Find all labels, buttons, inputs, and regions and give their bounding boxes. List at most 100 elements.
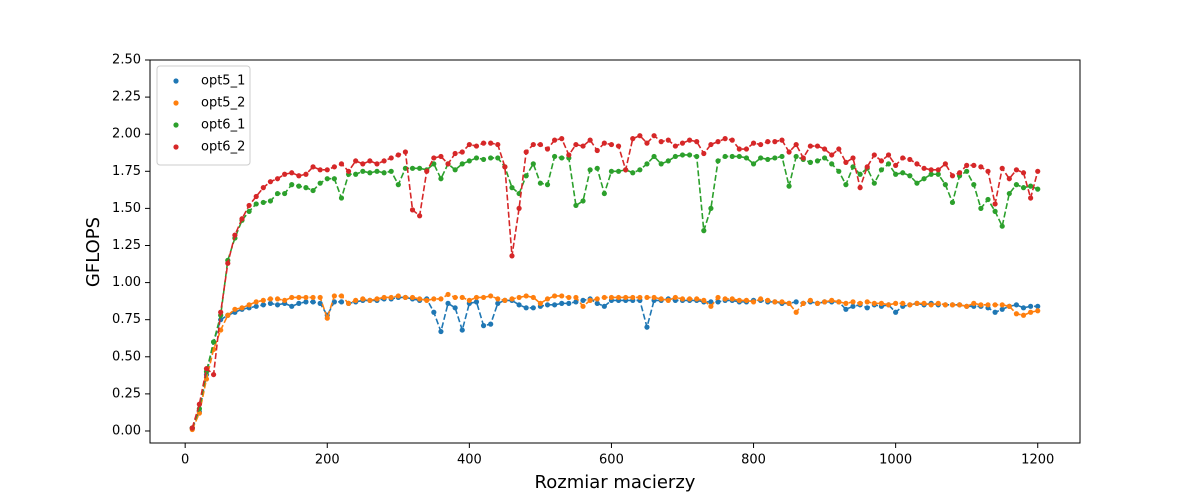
data-point [679, 152, 686, 158]
data-point [353, 158, 359, 164]
data-point [850, 155, 856, 161]
data-point [573, 294, 579, 301]
data-point [473, 294, 480, 301]
data-point [765, 139, 771, 145]
data-point [772, 299, 778, 305]
data-point [779, 153, 785, 160]
data-point [694, 153, 700, 160]
data-point [523, 173, 529, 179]
x-tick-label: 1200 [1021, 453, 1054, 468]
data-point [331, 299, 337, 305]
data-point [608, 168, 615, 174]
data-point [203, 366, 210, 372]
data-point [907, 156, 913, 163]
data-point [523, 305, 529, 311]
data-point [480, 294, 487, 301]
data-point [1020, 185, 1027, 191]
data-point [509, 296, 515, 302]
data-point [921, 300, 927, 306]
data-point [431, 155, 437, 161]
data-point [928, 171, 934, 177]
data-point [587, 297, 593, 303]
data-point [722, 153, 728, 160]
data-point [765, 156, 771, 163]
data-point [239, 305, 245, 311]
data-point [495, 300, 501, 306]
data-point [417, 213, 423, 219]
data-point [260, 199, 266, 206]
data-point [559, 155, 565, 161]
data-point [956, 170, 963, 176]
data-point [331, 293, 337, 299]
data-point [552, 137, 558, 143]
data-point [630, 136, 636, 142]
legend-label: opt6_1 [201, 118, 245, 133]
y-tick-label: 0.25 [112, 386, 141, 401]
data-point [402, 149, 409, 155]
data-point [623, 167, 629, 173]
data-point [196, 410, 202, 416]
data-point [637, 167, 643, 173]
data-point [679, 140, 686, 146]
data-point [644, 294, 650, 301]
data-point [793, 309, 799, 315]
data-point [857, 171, 863, 177]
data-point [409, 165, 416, 171]
data-point [552, 302, 558, 308]
data-point [289, 170, 295, 176]
data-point [985, 302, 991, 308]
data-point [445, 300, 451, 306]
data-point [928, 167, 934, 173]
data-point [601, 190, 607, 197]
data-point [289, 182, 295, 188]
data-point [992, 309, 998, 315]
data-point [537, 180, 544, 186]
data-point [509, 185, 515, 191]
data-point [502, 297, 508, 303]
data-point [388, 155, 394, 161]
data-point [274, 302, 281, 308]
data-point [374, 168, 380, 174]
data-point [672, 143, 678, 149]
data-point [1035, 308, 1041, 314]
data-point [502, 164, 508, 170]
data-point [949, 302, 956, 308]
data-point [196, 401, 202, 407]
data-point [537, 300, 544, 306]
data-point [971, 162, 977, 168]
data-point [466, 297, 472, 303]
data-point [658, 139, 664, 145]
data-point [829, 161, 835, 167]
data-point [821, 299, 828, 305]
data-point [587, 167, 593, 173]
data-point [260, 302, 266, 308]
data-point [395, 293, 401, 299]
data-point [338, 195, 345, 201]
y-tick-label: 0.00 [112, 423, 141, 438]
data-point [552, 293, 558, 299]
legend: opt5_1 opt5_2 opt6_1 opt6_2 [156, 65, 251, 166]
data-point [274, 190, 281, 197]
data-point [1013, 182, 1020, 188]
data-point [267, 179, 274, 185]
data-point [431, 296, 437, 302]
data-point [885, 152, 892, 158]
data-point [594, 300, 600, 306]
data-point [907, 173, 913, 179]
data-point [779, 299, 785, 305]
data-point [210, 371, 217, 378]
data-point [864, 164, 870, 170]
data-point [793, 299, 799, 305]
data-point [267, 198, 274, 204]
data-point [232, 232, 238, 238]
data-point [665, 297, 671, 303]
data-point [338, 161, 345, 167]
data-point [303, 185, 309, 191]
data-point [260, 297, 266, 303]
data-point [523, 149, 529, 155]
data-point [1035, 303, 1041, 309]
data-point [864, 299, 870, 305]
y-tick-label: 1.75 [112, 164, 141, 179]
data-point [402, 294, 409, 301]
legend-label: opt6_2 [201, 140, 245, 155]
